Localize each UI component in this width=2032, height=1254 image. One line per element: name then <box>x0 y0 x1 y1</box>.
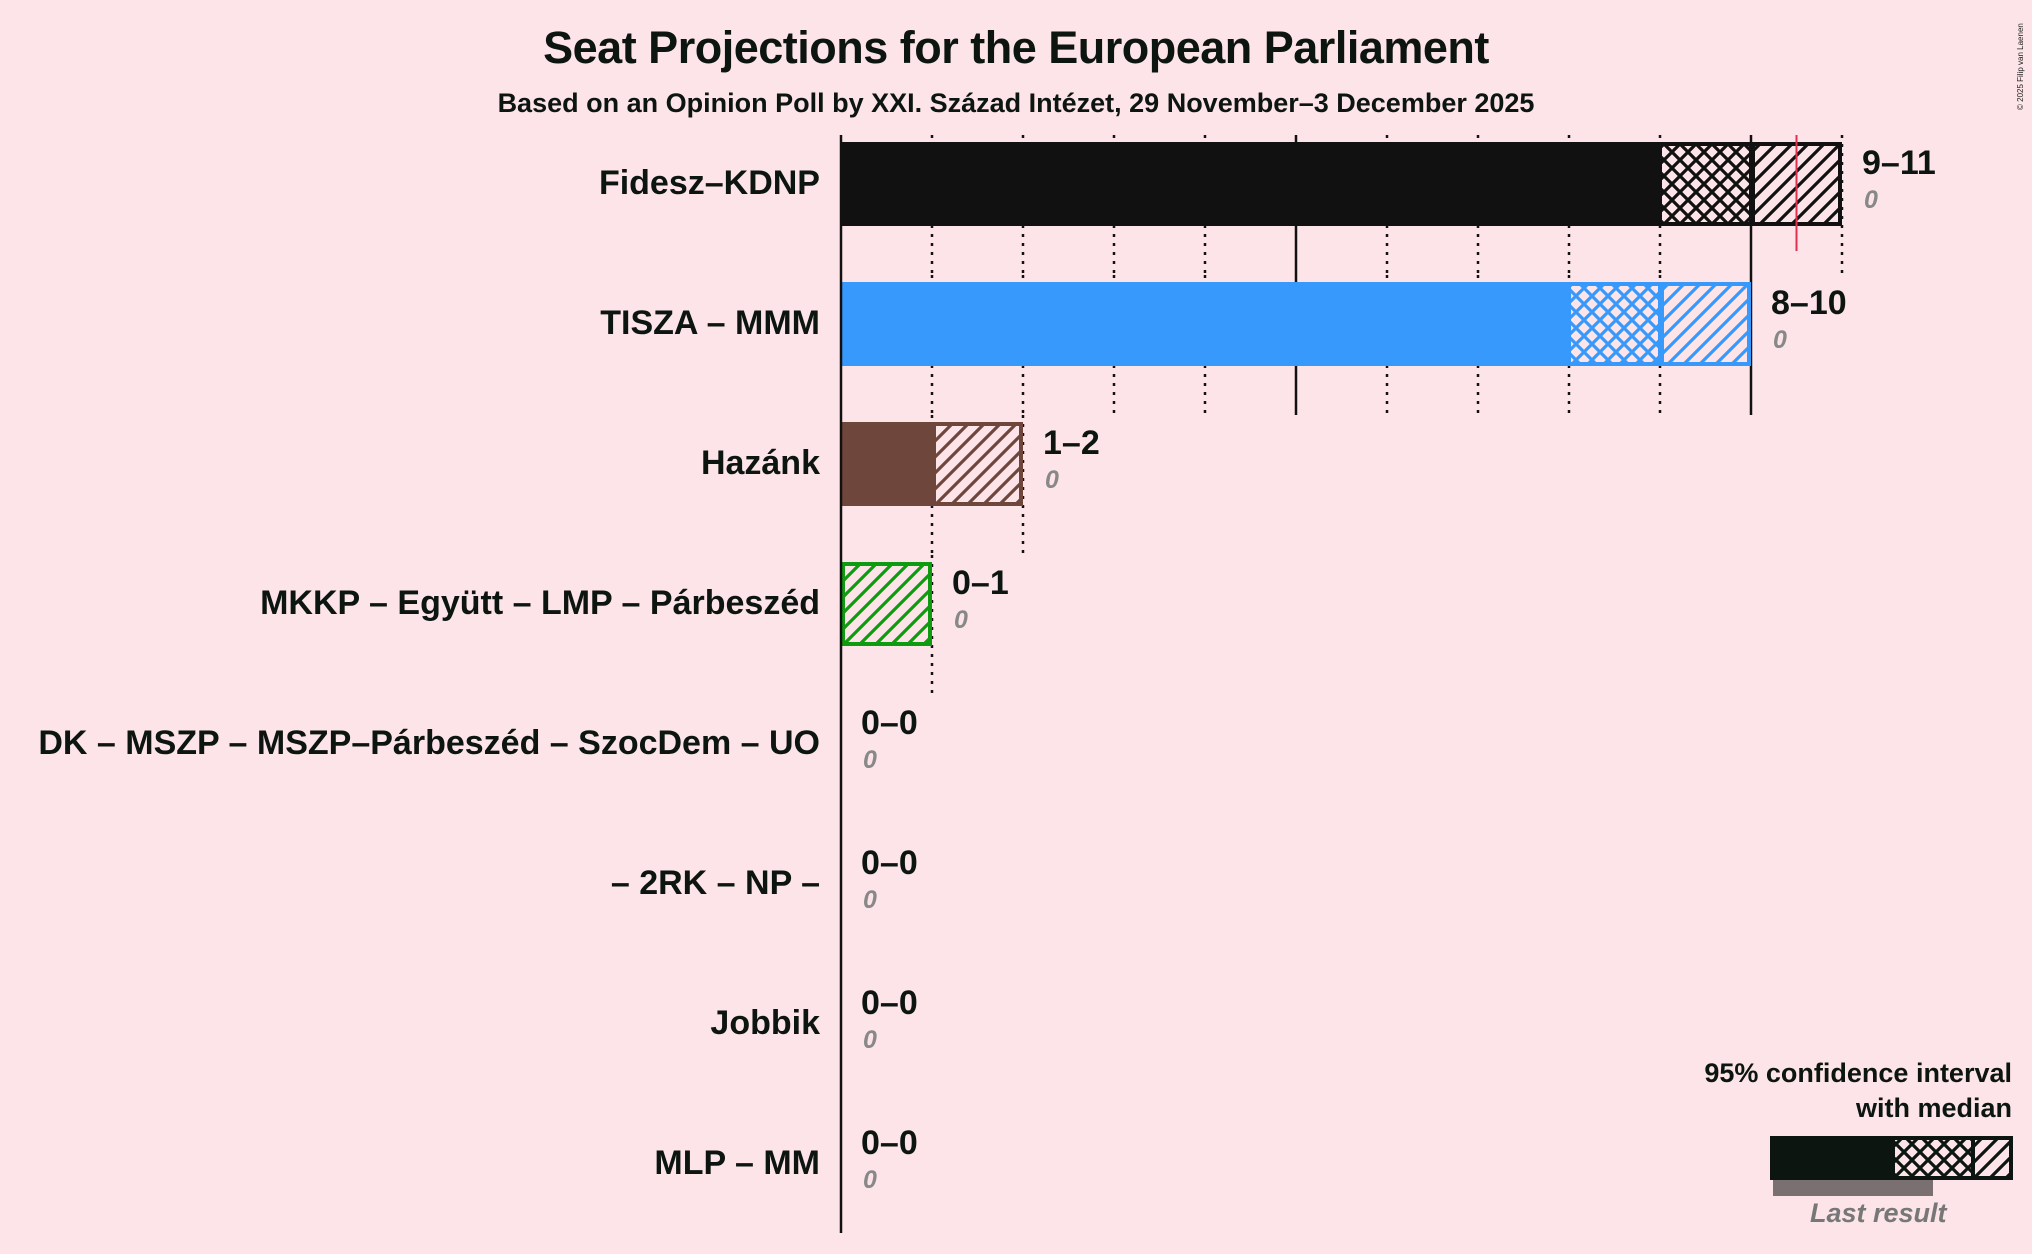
party-label: TISZA – MMM <box>600 304 820 342</box>
legend-title: 95% confidence interval with median <box>1704 1056 2012 1126</box>
bar-ci-upper <box>1660 282 1751 366</box>
bar-solid <box>841 142 1660 226</box>
last-result-label: 0 <box>863 746 877 774</box>
party-label: MLP – MM <box>654 1144 820 1182</box>
seat-range-label: 1–2 <box>1043 424 1100 462</box>
legend-solid-swatch <box>1770 1136 1893 1180</box>
legend-last-result-label: Last result <box>1810 1198 1947 1228</box>
bar-group <box>841 282 1751 366</box>
seat-range-label: 0–0 <box>861 984 918 1022</box>
legend-last-result-bar <box>1773 1180 1933 1196</box>
last-result-label: 0 <box>1773 326 1787 354</box>
bar-group <box>841 142 1842 226</box>
last-result-label: 0 <box>1045 466 1059 494</box>
bar-group <box>841 422 1023 506</box>
party-label: – 2RK – NP – <box>610 864 820 902</box>
party-label: DK – MSZP – MSZP–Párbeszéd – SzocDem – U… <box>38 724 820 762</box>
last-result-label: 0 <box>863 886 877 914</box>
legend-title-line2: with median <box>1855 1093 2012 1123</box>
seat-range-label: 0–0 <box>861 844 918 882</box>
legend-crosshatch-swatch <box>1891 1136 1975 1180</box>
seat-range-label: 0–0 <box>861 704 918 742</box>
legend-hatch-swatch <box>1971 1136 2013 1180</box>
party-label: MKKP – Együtt – LMP – Párbeszéd <box>260 584 820 622</box>
seat-range-label: 9–11 <box>1862 144 1936 182</box>
bar-ci-lower <box>1658 142 1753 226</box>
seat-range-label: 0–1 <box>952 564 1009 602</box>
seat-range-label: 8–10 <box>1771 284 1847 322</box>
bar-ci-lower <box>1567 282 1662 366</box>
bar-ci-upper <box>841 562 932 646</box>
bar-group <box>841 562 932 646</box>
party-label: Hazánk <box>700 444 820 482</box>
last-result-label: 0 <box>1864 186 1878 214</box>
chart-title: Seat Projections for the European Parlia… <box>543 22 1489 73</box>
bar-ci-upper <box>932 422 1023 506</box>
last-result-label: 0 <box>954 606 968 634</box>
party-label: Jobbik <box>710 1004 820 1042</box>
chart-subtitle: Based on an Opinion Poll by XXI. Század … <box>497 88 1535 118</box>
legend-title-line1: 95% confidence interval <box>1704 1058 2012 1088</box>
last-result-label: 0 <box>863 1026 877 1054</box>
party-label: Fidesz–KDNP <box>598 164 820 202</box>
bar-solid <box>841 282 1569 366</box>
seat-range-label: 0–0 <box>861 1124 918 1162</box>
bar-solid <box>841 422 932 506</box>
last-result-label: 0 <box>863 1166 877 1194</box>
